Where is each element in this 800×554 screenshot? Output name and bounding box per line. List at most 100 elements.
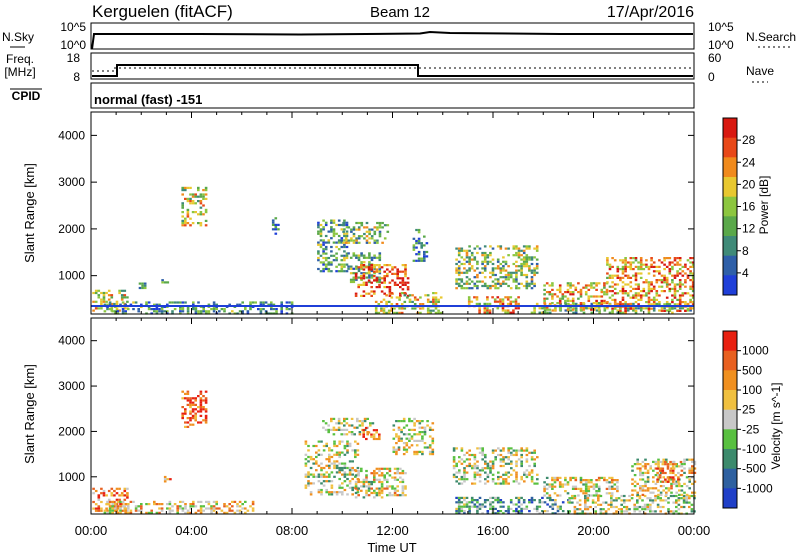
heat-cell — [398, 307, 401, 310]
heat-cell — [116, 507, 120, 510]
heat-cell — [145, 503, 148, 506]
heat-cell — [509, 296, 513, 299]
heat-cell — [405, 442, 409, 445]
heat-cell — [468, 258, 471, 261]
heat-cell — [215, 507, 218, 510]
heat-cell — [373, 232, 377, 236]
heat-cell — [413, 424, 416, 427]
heat-cell — [543, 487, 546, 490]
heat-cell — [558, 306, 562, 309]
heat-cell — [340, 270, 344, 273]
heat-cell — [207, 503, 211, 506]
heat-cell — [621, 311, 625, 314]
heat-cell — [378, 437, 381, 441]
heat-cell — [504, 456, 508, 459]
heat-cell — [574, 309, 578, 312]
x-tick-label: 00:00 — [75, 523, 108, 538]
heat-cell — [238, 505, 242, 508]
heat-cell — [127, 308, 130, 311]
heat-cell — [672, 482, 676, 485]
heat-cell — [189, 423, 192, 426]
heat-cell — [396, 472, 399, 475]
heat-cell — [556, 479, 559, 482]
heat-cell — [509, 287, 513, 290]
heat-cell — [691, 469, 694, 472]
heat-cell — [225, 511, 229, 514]
heat-cell — [335, 493, 339, 496]
heat-cell — [348, 469, 352, 472]
heat-cell — [525, 282, 529, 285]
heat-cell — [184, 217, 187, 220]
heat-cell — [457, 496, 461, 499]
heat-cell — [483, 505, 487, 508]
cpid-program: normal (fast) -151 — [94, 92, 202, 107]
heat-cell — [346, 449, 349, 452]
heat-cell — [280, 301, 283, 304]
heat-cell — [636, 463, 639, 466]
heat-cell — [642, 294, 646, 297]
heat-cell — [621, 259, 625, 262]
heat-cell — [668, 268, 672, 271]
heat-cell — [620, 508, 623, 511]
heat-cell — [672, 510, 675, 513]
heat-cell — [431, 450, 435, 453]
heat-cell — [184, 505, 187, 508]
heat-cell — [665, 296, 669, 299]
heat-cell — [251, 507, 255, 510]
heat-cell — [543, 311, 547, 314]
heat-cell — [343, 480, 347, 483]
heat-cell — [554, 503, 557, 506]
heat-cell — [478, 473, 482, 476]
heat-cell — [645, 265, 648, 268]
heat-cell — [191, 195, 195, 198]
heat-cell — [574, 311, 578, 314]
heat-cell — [212, 505, 216, 508]
heat-cell — [373, 279, 376, 282]
heat-cell — [484, 471, 487, 474]
heat-cell — [355, 267, 358, 270]
heat-cell — [541, 501, 544, 504]
heat-cell — [507, 449, 510, 452]
heat-cell — [501, 309, 505, 312]
heat-cell — [102, 298, 106, 301]
heat-cell — [357, 235, 361, 238]
heat-cell — [244, 511, 247, 514]
heat-cell — [643, 508, 647, 511]
heat-cell — [108, 507, 112, 510]
x-tick-label: 00:00 — [678, 523, 711, 538]
heat-cell — [650, 265, 653, 268]
heat-cell — [642, 287, 646, 290]
heat-cell — [333, 462, 336, 465]
heat-cell — [522, 258, 526, 261]
heat-cell — [566, 288, 570, 291]
heat-cell — [670, 467, 673, 470]
heat-cell — [646, 463, 650, 466]
heat-cell — [579, 293, 583, 296]
heat-cell — [140, 303, 143, 306]
heat-cell — [330, 228, 333, 231]
heat-cell — [386, 224, 390, 227]
heat-cell — [360, 467, 363, 470]
heat-cell — [533, 458, 536, 461]
heat-cell — [400, 292, 404, 295]
heat-cell — [489, 271, 492, 274]
nave-label: Nave — [746, 64, 774, 78]
heat-cell — [682, 501, 686, 504]
heat-cell — [671, 298, 674, 301]
heat-cell — [657, 489, 660, 492]
cpid-panel: CPID normal (fast) -151 — [10, 82, 695, 109]
heat-cell — [347, 252, 350, 255]
heat-cell — [533, 451, 536, 454]
heat-cell — [199, 206, 203, 209]
heat-cell — [275, 308, 278, 311]
heat-cell — [494, 287, 497, 290]
heat-cell — [116, 511, 120, 514]
heat-cell — [373, 239, 377, 242]
heat-cell — [512, 254, 516, 257]
heat-cell — [327, 431, 330, 434]
heat-cell — [689, 294, 692, 297]
heat-cell — [385, 311, 388, 314]
heat-cell — [406, 277, 410, 280]
heat-cell — [330, 486, 334, 489]
